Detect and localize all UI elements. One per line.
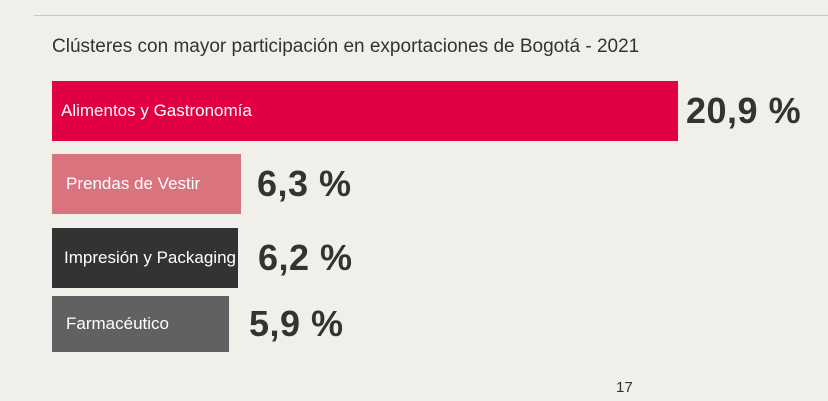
bar-alimentos: Alimentos y Gastronomía xyxy=(52,81,678,141)
bar-label-impresion: Impresión y Packaging xyxy=(64,248,236,267)
bar-impresion: Impresión y Packaging xyxy=(52,228,238,288)
page-number: 17 xyxy=(616,379,633,396)
bar-label-alimentos: Alimentos y Gastronomía xyxy=(61,101,252,120)
bar-row-alimentos: Alimentos y Gastronomía 20,9 % xyxy=(52,81,801,141)
bar-label-farmaceutico: Farmacéutico xyxy=(66,314,169,333)
bar-row-prendas: Prendas de Vestir 6,3 % xyxy=(52,154,351,214)
value-label-impresion: 6,2 % xyxy=(258,237,353,278)
value-label-farmaceutico: 5,9 % xyxy=(249,303,344,344)
value-label-prendas: 6,3 % xyxy=(257,163,352,204)
bar-row-farmaceutico: Farmacéutico 5,9 % xyxy=(52,296,343,352)
bar-prendas: Prendas de Vestir xyxy=(52,154,241,214)
value-label-alimentos: 20,9 % xyxy=(686,90,802,131)
top-divider xyxy=(34,15,828,16)
bar-row-impresion: Impresión y Packaging 6,2 % xyxy=(52,228,352,288)
bar-label-prendas: Prendas de Vestir xyxy=(66,174,201,193)
bar-farmaceutico: Farmacéutico xyxy=(52,296,229,352)
chart-title: Clústeres con mayor participación en exp… xyxy=(52,36,640,57)
